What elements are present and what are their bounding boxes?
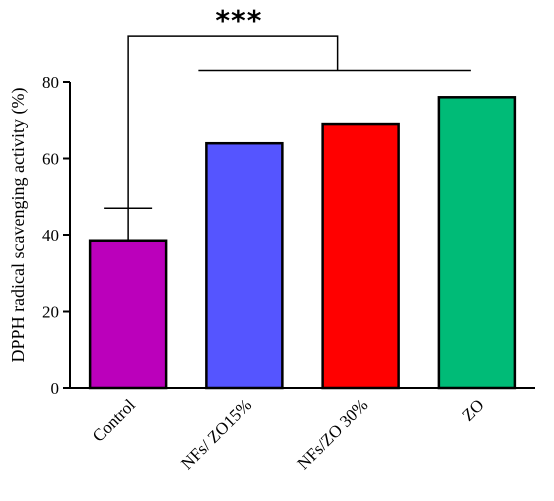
x-labels-layer: Control NFs/ ZO15% NFs/ZO 30% ZO xyxy=(89,395,488,473)
significance-label: *** xyxy=(215,4,262,37)
x-category-label: NFs/ ZO15% xyxy=(177,395,255,473)
y-tick-label: 40 xyxy=(42,226,59,245)
bar xyxy=(205,141,284,390)
error-bars-layer xyxy=(104,207,153,241)
y-tick-label: 20 xyxy=(42,303,59,322)
bar xyxy=(437,96,517,390)
x-category-label: Control xyxy=(89,395,139,445)
x-category-label: ZO xyxy=(458,395,487,424)
bar xyxy=(88,239,168,390)
x-category-label: NFs/ZO 30% xyxy=(294,395,372,473)
y-tick-label: 0 xyxy=(51,379,60,398)
significance-bracket xyxy=(127,35,339,209)
significance-layer: *** xyxy=(127,4,471,209)
bars-layer xyxy=(88,96,517,390)
y-ticks-layer: 0 20 40 60 80 xyxy=(42,73,70,398)
bar xyxy=(321,122,400,390)
y-tick-label: 60 xyxy=(42,150,59,169)
y-tick-label: 80 xyxy=(42,73,59,92)
y-axis-title: DPPH radical scavenging activity (%) xyxy=(8,88,29,363)
